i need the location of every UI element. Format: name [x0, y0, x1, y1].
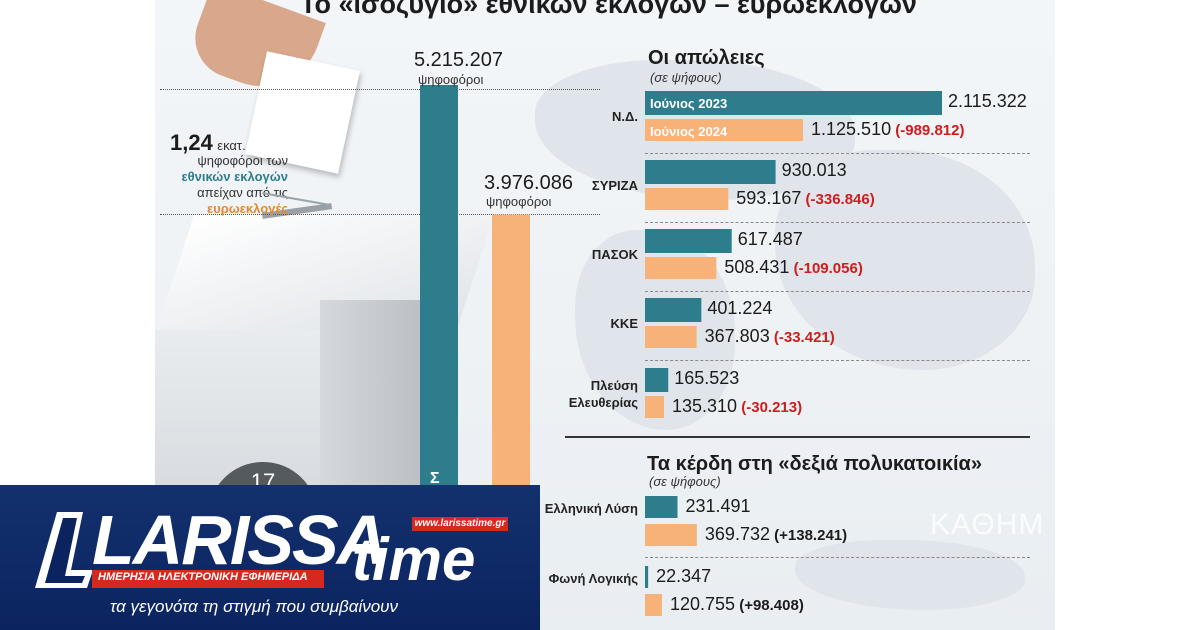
- value-2024: 135.310 (-30.213): [672, 396, 802, 417]
- party-label: Φωνή Λογικής: [548, 571, 638, 586]
- legend-june-2023: Ιούνιος 2023: [650, 96, 728, 111]
- legend-june-2024: Ιούνιος 2024: [650, 124, 728, 139]
- euro-unit-label: ψηφοφόροι: [486, 194, 552, 209]
- loss-bar-2024: [645, 188, 729, 210]
- abstain-unit: εκατ.: [217, 138, 246, 153]
- bar-value-label: 401.224: [707, 298, 773, 318]
- loss-bar-2024: [645, 396, 664, 418]
- bar-difference-label: (+98.408): [735, 597, 804, 614]
- value-2023: 401.224: [707, 298, 772, 319]
- value-2024: 367.803 (-33.421): [705, 326, 835, 347]
- section-separator: [565, 436, 1030, 438]
- row-separator: [645, 557, 1030, 558]
- party-label: Ν.Δ.: [612, 109, 638, 124]
- bar-value-label: 593.167: [736, 188, 802, 208]
- map-land-shape: [795, 540, 1025, 610]
- bar-difference-label: (+138.241): [769, 527, 848, 544]
- logo-strip: [92, 570, 324, 588]
- abstain-headline: 1,24 εκατ.: [170, 130, 246, 156]
- losses-subtitle: (σε ψήφους): [650, 70, 722, 85]
- national-unit-label: ψηφοφόροι: [418, 72, 484, 87]
- gains-title: Τα κέρδη στη «δεξιά πολυκατοικία»: [647, 453, 982, 475]
- site-logo-box: [0, 485, 540, 630]
- bar-difference-label: (-30.213): [737, 399, 803, 416]
- bar-value-label: 617.487: [737, 229, 803, 249]
- watermark: ΚΑΘΗΜ: [930, 508, 1045, 541]
- bar-value-label: 135.310: [671, 396, 738, 416]
- bar-value-label: 2.115.322: [948, 91, 1027, 111]
- gains-chart: [645, 496, 697, 616]
- bar-value-label: 231.491: [685, 496, 751, 516]
- bar-difference-label: (-989.812): [891, 122, 965, 139]
- value-2024: 593.167 (-336.846): [736, 188, 874, 209]
- loss-bar-2024: [645, 326, 697, 348]
- map-land-shape: [775, 150, 1035, 370]
- abstain-line2: απείχαν από τις: [197, 185, 288, 200]
- loss-bar-2023: [645, 298, 702, 322]
- loss-bar-2023: [645, 160, 776, 184]
- bar-value-label: 1.125.510: [811, 119, 892, 139]
- party-label: ΚΚΕ: [610, 316, 638, 331]
- row-separator: [645, 360, 1030, 361]
- loss-bar-2023: [645, 91, 942, 115]
- party-label: Πλεύση Ελευθερίας: [568, 378, 638, 410]
- gain-bar-2023: [645, 566, 649, 588]
- logo-strip-text: ΗΜΕΡΗΣΙΑ ΗΛΕΚΤΡΟΝΙΚΗ ΕΦΗΜΕΡΙΔΑ: [98, 571, 308, 583]
- bar-difference-label: (-109.056): [789, 260, 863, 277]
- reference-line: [160, 214, 600, 215]
- bar-difference-label: (-33.421): [769, 329, 835, 346]
- party-label: ΠΑΣΟΚ: [591, 247, 638, 262]
- loss-bar-2023: [645, 229, 732, 253]
- bar-value-label: 120.755: [669, 594, 736, 614]
- value-2023: 2.115.322: [948, 91, 1027, 112]
- gain-bar-2023: [645, 496, 678, 518]
- gain-bar-2024: [645, 594, 662, 616]
- party-label: ΣΥΡΙΖΑ: [591, 178, 638, 193]
- loss-bar-2024: [645, 257, 717, 279]
- infographic-title: Το «ισοζύγιο» εθνικών εκλογών – ευρωεκλο…: [300, 0, 917, 19]
- bar-value-label: 165.523: [674, 368, 740, 388]
- row-separator: [645, 153, 1030, 154]
- loss-bar-2024: [645, 119, 804, 141]
- value-2024: 120.755 (+98.408): [670, 594, 804, 615]
- value-2023: 617.487: [738, 229, 803, 250]
- abstain-highlight-euro: ευρωεκλογές: [206, 201, 288, 216]
- logo-url: www.larissatime.gr: [412, 517, 508, 531]
- bar-difference-label: (-336.846): [801, 191, 875, 208]
- national-total-label: 5.215.207: [414, 49, 503, 71]
- euro-total-label: 3.976.086: [484, 172, 573, 194]
- losses-chart: [645, 91, 942, 418]
- row-separator: [645, 222, 1030, 223]
- value-2023: 22.347: [656, 566, 711, 587]
- logo-time-text: time: [352, 526, 476, 593]
- losses-title: Οι απώλειες: [648, 47, 765, 69]
- logo-tagline: τα γεγονότα τη στιγμή που συμβαίνουν: [110, 597, 399, 616]
- abstain-line1: ψηφοφόροι των: [197, 153, 288, 168]
- value-2024: 508.431 (-109.056): [724, 257, 862, 278]
- value-2023: 165.523: [674, 368, 739, 389]
- abstain-value: 1,24: [170, 130, 213, 155]
- bar-value-label: 22.347: [656, 566, 712, 586]
- gains-subtitle: (σε ψήφους): [649, 474, 721, 489]
- logo-main-text: LARISSA: [92, 501, 387, 579]
- column-partial-glyph: Σ: [430, 470, 440, 487]
- value-2023: 930.013: [782, 160, 847, 181]
- bar-value-label: 508.431: [724, 257, 790, 277]
- bar-value-label: 369.732: [704, 524, 770, 544]
- loss-bar-2023: [645, 368, 669, 392]
- value-2024: 1.125.510 (-989.812): [811, 119, 964, 140]
- gain-bar-2024: [645, 524, 697, 546]
- logo-l-shape: [35, 512, 93, 588]
- value-2023: 231.491: [686, 496, 751, 517]
- abstain-highlight-national: εθνικών εκλογών: [181, 169, 288, 184]
- bar-value-label: 930.013: [781, 160, 847, 180]
- abstain-note: ψηφοφόροι των εθνικών εκλογών απείχαν απ…: [168, 153, 288, 217]
- bar-value-label: 367.803: [704, 326, 770, 346]
- party-label: Ελληνική Λύση: [544, 501, 638, 516]
- reference-line: [160, 89, 600, 90]
- value-2024: 369.732 (+138.241): [705, 524, 847, 545]
- row-separator: [645, 291, 1030, 292]
